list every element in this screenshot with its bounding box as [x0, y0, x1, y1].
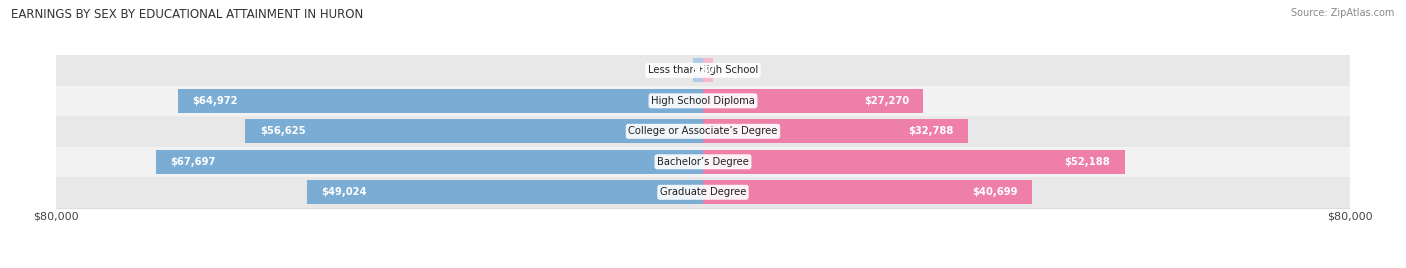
- Bar: [703, 89, 924, 113]
- Bar: [703, 58, 713, 82]
- Bar: [307, 180, 703, 204]
- Bar: [245, 120, 703, 143]
- Text: Bachelor’s Degree: Bachelor’s Degree: [657, 157, 749, 167]
- Text: $49,024: $49,024: [321, 187, 367, 197]
- Bar: [56, 85, 1350, 116]
- Bar: [703, 180, 1032, 204]
- Text: Graduate Degree: Graduate Degree: [659, 187, 747, 197]
- Bar: [703, 120, 969, 143]
- Bar: [177, 89, 703, 113]
- Bar: [703, 150, 1125, 174]
- Bar: [156, 150, 703, 174]
- Bar: [56, 55, 1350, 85]
- Text: High School Diploma: High School Diploma: [651, 96, 755, 106]
- Bar: [56, 177, 1350, 207]
- Bar: [693, 58, 703, 82]
- Text: $67,697: $67,697: [170, 157, 215, 167]
- Text: $52,188: $52,188: [1064, 157, 1111, 167]
- Text: $40,699: $40,699: [972, 187, 1018, 197]
- Text: $64,972: $64,972: [193, 96, 238, 106]
- Bar: [56, 147, 1350, 177]
- Text: $0: $0: [702, 65, 714, 75]
- Text: College or Associate’s Degree: College or Associate’s Degree: [628, 126, 778, 136]
- Text: EARNINGS BY SEX BY EDUCATIONAL ATTAINMENT IN HURON: EARNINGS BY SEX BY EDUCATIONAL ATTAINMEN…: [11, 8, 364, 21]
- Text: $56,625: $56,625: [260, 126, 305, 136]
- Bar: [56, 116, 1350, 147]
- Text: Less than High School: Less than High School: [648, 65, 758, 75]
- Text: $32,788: $32,788: [908, 126, 953, 136]
- Text: $0: $0: [692, 65, 704, 75]
- Text: Source: ZipAtlas.com: Source: ZipAtlas.com: [1291, 8, 1395, 18]
- Text: $27,270: $27,270: [863, 96, 908, 106]
